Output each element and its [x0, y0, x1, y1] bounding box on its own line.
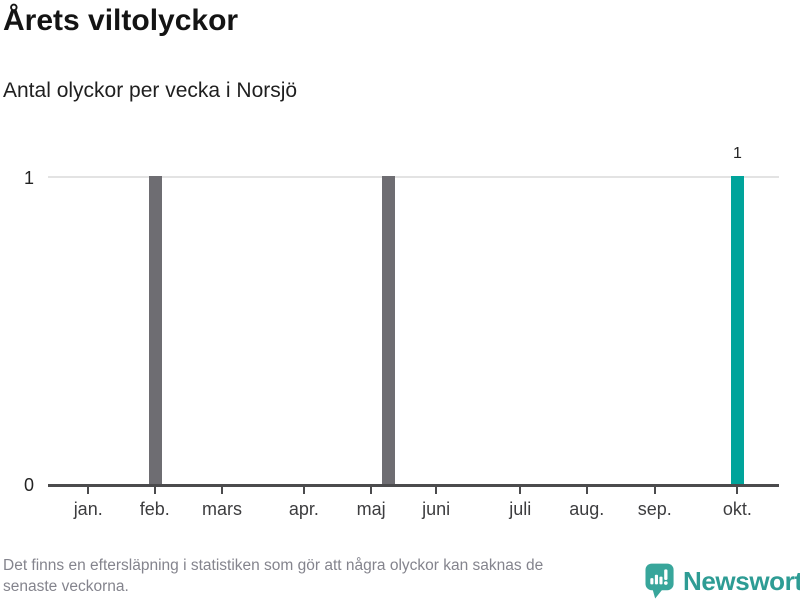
- x-tick-juli: [519, 487, 522, 494]
- bar-week-20: [382, 176, 396, 484]
- x-label-apr: apr.: [288, 499, 319, 519]
- mini-bar-chart-glyph: [650, 569, 668, 585]
- footer-note-line1: Det finns en eftersläpning i statistiken…: [3, 557, 544, 574]
- y-axis-label-min: 0: [23, 475, 34, 495]
- x-tick-juni: [435, 487, 438, 494]
- x-tick-aug: [585, 487, 588, 494]
- bar-week-6: [149, 176, 163, 484]
- footer-note: Det finns en eftersläpning i statistiken…: [3, 556, 633, 597]
- footer-note-line2: senaste veckorna.: [3, 577, 129, 595]
- y-axis-label-max: 1: [23, 168, 34, 188]
- chart-title: Årets viltolyckor: [3, 4, 239, 37]
- x-tick-okt: [736, 487, 739, 494]
- x-axis-line: [48, 484, 779, 487]
- bar-value-label: 1: [733, 145, 742, 162]
- x-label-feb: feb.: [139, 499, 170, 519]
- x-label-juni: juni: [422, 499, 451, 519]
- brand-name: Newsworthy: [683, 565, 800, 596]
- newsworthy-logo-icon: [645, 563, 674, 599]
- x-tick-maj: [370, 487, 373, 494]
- x-label-mars: mars: [201, 499, 242, 519]
- bar-week-41: [730, 176, 744, 484]
- x-label-jan: jan.: [73, 499, 103, 519]
- x-label-okt: okt.: [722, 499, 752, 519]
- x-label-aug: aug.: [569, 499, 605, 519]
- x-axis: jan. feb. mars apr. maj juni juli aug. sep. okt.: [48, 487, 779, 527]
- x-tick-sep: [653, 487, 656, 494]
- x-tick-mars: [220, 487, 223, 494]
- chart-subtitle: Antal olyckor per vecka i Norsjö: [3, 79, 298, 102]
- x-tick-apr: [302, 487, 305, 494]
- x-tick-jan: [87, 487, 90, 494]
- brand-lockup: Newsworthy: [645, 563, 800, 599]
- x-tick-feb: [153, 487, 156, 494]
- gridline-value-1: [48, 176, 779, 178]
- x-label-maj: maj: [356, 499, 386, 519]
- x-label-sep: sep.: [637, 499, 672, 519]
- x-label-juli: juli: [509, 499, 532, 519]
- plot-area: 1: [48, 145, 779, 484]
